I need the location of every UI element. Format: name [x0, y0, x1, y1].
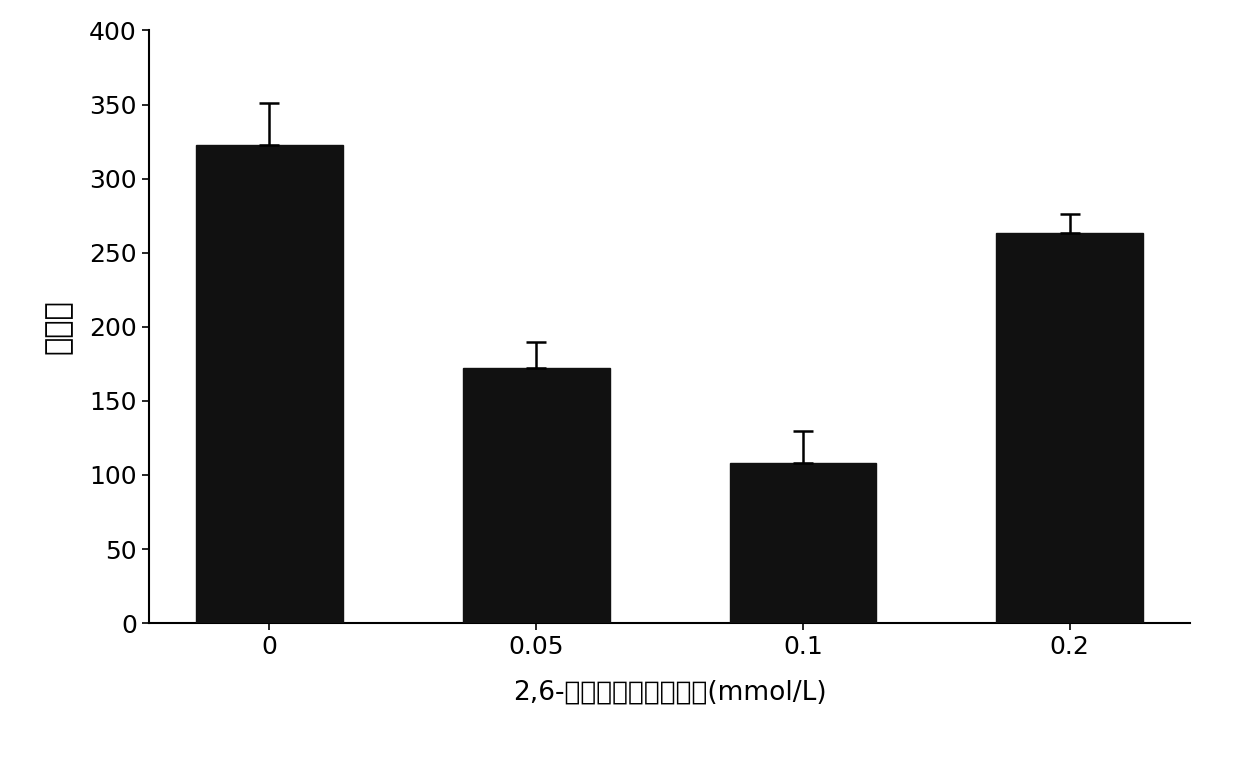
- Bar: [196, 144, 342, 623]
- Bar: [729, 463, 877, 623]
- Bar: [997, 233, 1143, 623]
- Y-axis label: 病斋数: 病斋数: [43, 299, 73, 354]
- X-axis label: 2,6-二叔丁基对甲酚浓度(mmol/L): 2,6-二叔丁基对甲酚浓度(mmol/L): [513, 680, 826, 706]
- Bar: [463, 369, 610, 623]
